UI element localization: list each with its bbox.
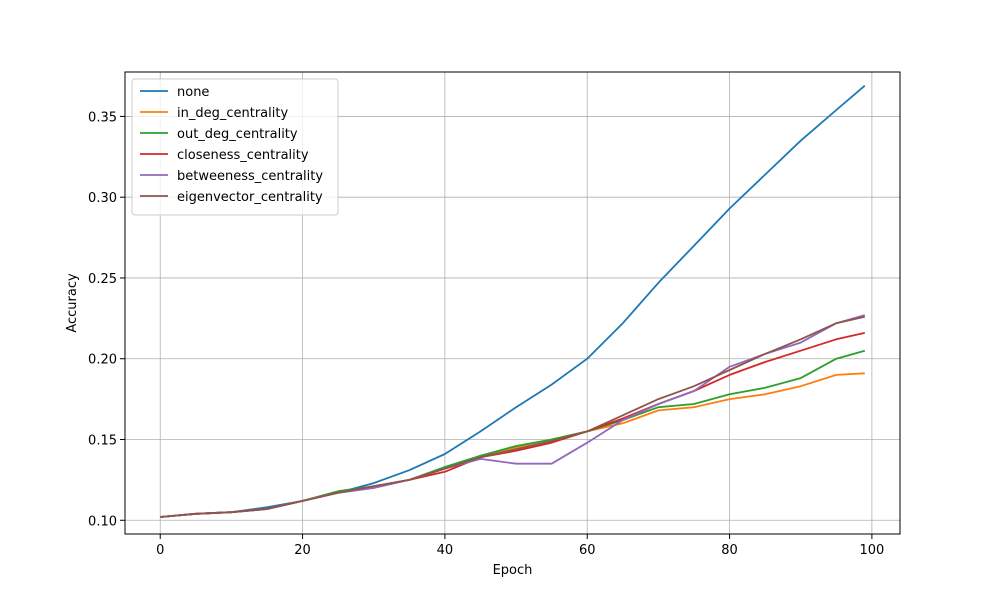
- x-tick-label: 60: [579, 543, 596, 558]
- series-line-eigenvector-centrality: [160, 315, 866, 518]
- x-tick-label: 40: [437, 543, 454, 558]
- y-tick-label: 0.10: [88, 514, 117, 529]
- plot-frame: [124, 71, 901, 535]
- grid: [125, 72, 900, 534]
- legend-entry: eigenvector_centrality: [177, 190, 323, 205]
- series-line-none: [160, 85, 866, 518]
- x-tick-label: 100: [859, 543, 884, 558]
- axis-ticks: 0 20 40 60 80 100 0.10 0.15 0.20 0.25 0.30 0.35: [88, 110, 884, 558]
- y-axis-label: Accuracy: [65, 273, 80, 333]
- legend: none in_deg_centrality out_deg_centralityc…: [131, 78, 339, 216]
- legend-entry: in_deg_centrality: [177, 106, 288, 121]
- series-lines: [160, 85, 866, 518]
- y-tick-label: 0.20: [88, 353, 117, 368]
- legend-entry: out_deg_centrality: [177, 127, 298, 142]
- x-axis-label: Epoch: [493, 563, 533, 578]
- y-tick-label: 0.25: [88, 272, 117, 287]
- x-tick-label: 0: [156, 543, 164, 558]
- y-tick-label: 0.35: [88, 110, 117, 125]
- legend-entry: none: [177, 85, 209, 100]
- y-tick-label: 0.30: [88, 191, 117, 206]
- x-tick-label: 80: [721, 543, 738, 558]
- legend-entry: closeness_centrality: [177, 148, 309, 163]
- legend-box: [131, 78, 339, 216]
- x-tick-label: 20: [294, 543, 311, 558]
- legend-entry: betweeness_centrality: [177, 169, 323, 184]
- y-tick-label: 0.15: [88, 434, 117, 449]
